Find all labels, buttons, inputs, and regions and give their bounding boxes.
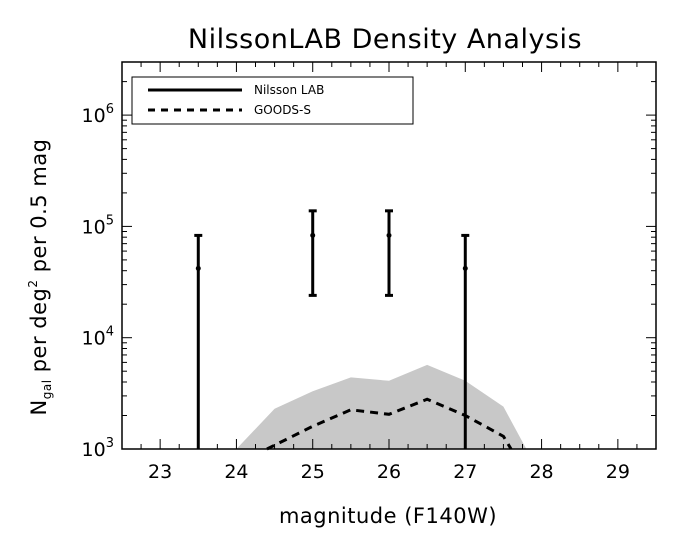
y-tick-label: 103 <box>82 436 114 461</box>
plot-area <box>194 209 527 451</box>
legend-entry-goods-s: GOODS-S <box>254 103 311 117</box>
x-tick-label: 23 <box>148 461 172 483</box>
chart-title: NilssonLAB Density Analysis <box>188 24 582 55</box>
data-point-2 <box>310 232 316 238</box>
y-tick-label: 104 <box>82 325 114 350</box>
y-tick-label: 105 <box>82 213 114 238</box>
goods-s-dashed-line <box>266 397 513 451</box>
legend: Nilsson LAB GOODS-S <box>131 76 414 125</box>
x-tick-label: 26 <box>377 461 401 483</box>
y-axis-label: Ngal per deg2 per 0.5 mag <box>26 139 54 416</box>
x-tick-label: 27 <box>453 461 477 483</box>
data-point-3 <box>386 232 392 238</box>
y-tick-label: 106 <box>82 102 114 127</box>
legend-box <box>131 76 414 125</box>
data-point-4 <box>462 265 468 271</box>
x-tick-label: 28 <box>529 461 553 483</box>
x-tick-label: 24 <box>224 461 248 483</box>
data-point-1 <box>195 265 201 271</box>
x-tick-label: 25 <box>301 461 325 483</box>
x-tick-label: 29 <box>606 461 630 483</box>
legend-entry-nilsson-lab: Nilsson LAB <box>254 83 324 97</box>
x-axis-label: magnitude (F140W) <box>279 504 497 528</box>
axes: 23 24 25 26 27 28 29 103 104 105 106 <box>82 61 657 483</box>
